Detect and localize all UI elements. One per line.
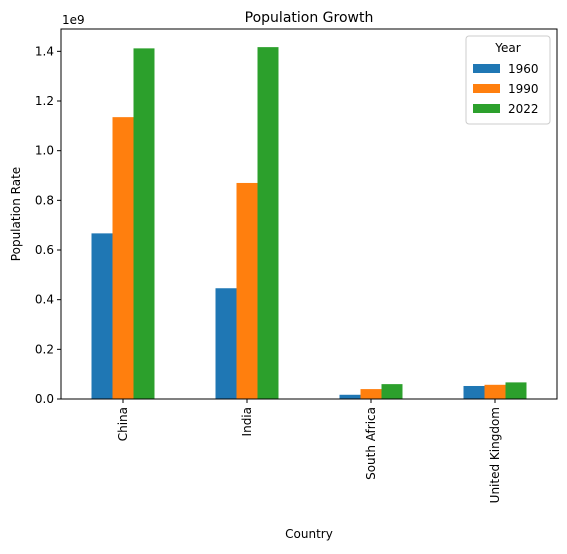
bar-south-africa-1960 — [339, 394, 361, 399]
y-axis-offset-label: 1e9 — [62, 13, 85, 27]
legend-label-1990: 1990 — [508, 82, 539, 96]
bar-india-1990 — [236, 182, 258, 399]
y-ticks-group: 0.0 0.2 0.4 0.6 0.8 1.0 1.2 1.4 — [35, 44, 61, 406]
legend: Year 1960 1990 2022 — [465, 35, 551, 125]
bar-india-1960 — [215, 288, 237, 399]
y-tick-label: 1.2 — [35, 94, 54, 108]
x-tick-label: United Kingdom — [488, 407, 502, 503]
y-tick-label: 0.6 — [35, 243, 54, 257]
y-tick-label: 0.0 — [35, 392, 54, 406]
bar-united-kingdom-1990 — [484, 384, 506, 399]
legend-swatch-1990 — [473, 84, 500, 93]
legend-label-2022: 2022 — [508, 102, 539, 116]
y-tick-label: 0.2 — [35, 342, 54, 356]
x-tick-label: China — [116, 407, 130, 441]
x-tick-label: India — [240, 407, 254, 436]
bar-south-africa-1990 — [360, 389, 382, 399]
y-tick-label: 1.0 — [35, 144, 54, 158]
x-ticks-group: China India South Africa United Kingdom — [116, 399, 502, 503]
legend-title: Year — [494, 41, 520, 55]
legend-box — [465, 35, 551, 125]
y-tick-label: 0.8 — [35, 193, 54, 207]
y-tick-label: 1.4 — [35, 44, 54, 58]
bar-india-2022 — [257, 47, 279, 400]
x-tick-label: South Africa — [364, 407, 378, 480]
x-axis-label: Country — [285, 527, 333, 541]
legend-label-1960: 1960 — [508, 62, 539, 76]
bars-group — [91, 47, 527, 400]
bar-china-2022 — [133, 48, 155, 399]
bar-china-1960 — [91, 233, 113, 399]
chart-title: Population Growth — [245, 10, 374, 26]
bar-china-1990 — [112, 117, 134, 400]
y-tick-label: 0.4 — [35, 293, 54, 307]
y-axis-label: Population Rate — [9, 167, 23, 261]
bar-south-africa-2022 — [381, 384, 403, 399]
plot-frame — [60, 28, 558, 400]
legend-swatch-1960 — [473, 64, 500, 73]
bar-united-kingdom-1960 — [463, 385, 485, 399]
legend-swatch-2022 — [473, 104, 500, 113]
bar-united-kingdom-2022 — [505, 382, 527, 399]
